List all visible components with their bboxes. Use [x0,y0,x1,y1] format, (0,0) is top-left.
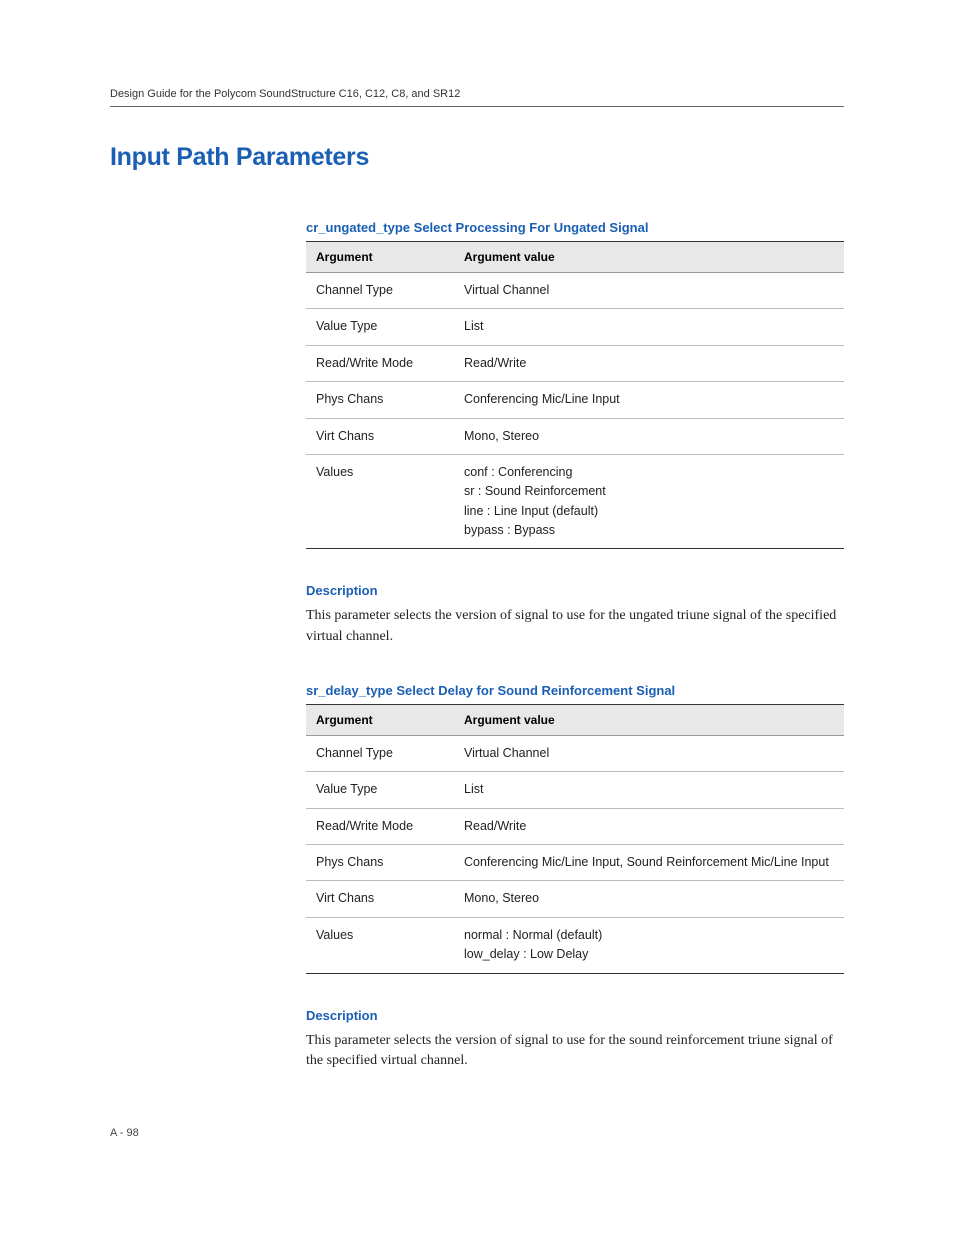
description-heading-0: Description [306,583,844,598]
table-caption-1: sr_delay_type Select Delay for Sound Rei… [306,683,844,698]
table-row: Values normal : Normal (default)low_dela… [306,917,844,973]
cell: Conferencing Mic/Line Input, Sound Reinf… [454,845,844,881]
table-caption-0: cr_ungated_type Select Processing For Un… [306,220,844,235]
table-row: Values conf : Conferencingsr : Sound Rei… [306,454,844,549]
cell: Channel Type [306,735,454,771]
cell: Phys Chans [306,382,454,418]
description-body-1: This parameter selects the version of si… [306,1031,844,1072]
cell: normal : Normal (default)low_delay : Low… [454,917,844,973]
param-table-1: Argument Argument value Channel Type Vir… [306,704,844,974]
cell: Read/Write [454,345,844,381]
main-heading: Input Path Parameters [110,143,844,172]
col-header-argument-value: Argument value [454,242,844,273]
cell: Mono, Stereo [454,418,844,454]
page-header: Design Guide for the Polycom SoundStruct… [110,88,844,107]
cell: Channel Type [306,273,454,309]
col-header-argument: Argument [306,704,454,735]
cell: Value Type [306,309,454,345]
cell: conf : Conferencingsr : Sound Reinforcem… [454,454,844,549]
col-header-argument: Argument [306,242,454,273]
table-row: Read/Write Mode Read/Write [306,345,844,381]
cell: Virtual Channel [454,273,844,309]
cell: Value Type [306,772,454,808]
cell: Read/Write [454,808,844,844]
cell: Mono, Stereo [454,881,844,917]
table-row: Phys Chans Conferencing Mic/Line Input, … [306,845,844,881]
cell: Phys Chans [306,845,454,881]
cell: Conferencing Mic/Line Input [454,382,844,418]
cell: Read/Write Mode [306,345,454,381]
table-row: Value Type List [306,309,844,345]
table-row: Virt Chans Mono, Stereo [306,881,844,917]
cell: List [454,309,844,345]
page-number: A - 98 [110,1127,139,1139]
table-row: Phys Chans Conferencing Mic/Line Input [306,382,844,418]
table-row: Channel Type Virtual Channel [306,273,844,309]
param-table-0: Argument Argument value Channel Type Vir… [306,241,844,549]
description-heading-1: Description [306,1008,844,1023]
table-row: Value Type List [306,772,844,808]
cell: List [454,772,844,808]
table-row: Channel Type Virtual Channel [306,735,844,771]
cell: Virt Chans [306,418,454,454]
cell: Values [306,454,454,549]
content-block: cr_ungated_type Select Processing For Un… [306,220,844,1071]
description-body-0: This parameter selects the version of si… [306,606,844,647]
cell: Values [306,917,454,973]
cell: Virtual Channel [454,735,844,771]
cell: Read/Write Mode [306,808,454,844]
table-row: Read/Write Mode Read/Write [306,808,844,844]
col-header-argument-value: Argument value [454,704,844,735]
cell: Virt Chans [306,881,454,917]
table-row: Virt Chans Mono, Stereo [306,418,844,454]
